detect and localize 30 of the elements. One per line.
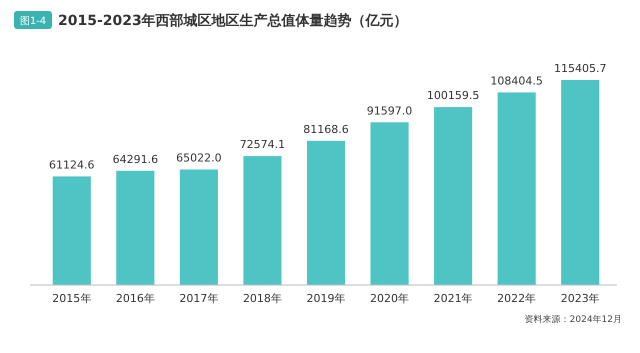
data-label: 64291.6 — [112, 152, 158, 166]
text: 资料来源：2024年12月 — [524, 314, 622, 325]
x-tick-label: 2022年 — [497, 292, 536, 305]
data-label: 108404.5 — [490, 74, 543, 88]
bar — [498, 92, 536, 285]
caption: 图1-4 — [20, 16, 46, 27]
bar — [561, 80, 600, 285]
x-tick-label: 2019年 — [306, 292, 346, 305]
bar — [306, 140, 346, 285]
bar — [52, 176, 91, 285]
data-label: 61124.6 — [49, 158, 95, 172]
x-tick-label: 2017年 — [179, 292, 218, 305]
x-tick-label: 2016年 — [116, 292, 155, 305]
data-label: 91597.0 — [366, 104, 412, 118]
data-label: 81168.6 — [303, 122, 349, 136]
x-tick-label: 2023年 — [560, 292, 600, 305]
data-label: 115405.7 — [554, 62, 606, 75]
data-label: 72574.1 — [240, 138, 286, 152]
chart-title: 2015-2023年西部城区地区生产总值体量趋势（亿元） — [58, 12, 408, 29]
data-label: 100159.5 — [426, 89, 480, 102]
data-label: 65022.0 — [176, 152, 222, 164]
x-tick-label: 2018年 — [242, 292, 282, 305]
bar — [243, 156, 282, 285]
bar — [180, 170, 218, 285]
x-tick-label: 2020年 — [370, 292, 410, 305]
x-tick-label: 2021年 — [434, 292, 473, 305]
x-tick-label: 2015年 — [52, 292, 92, 305]
bar — [434, 107, 472, 285]
bar — [370, 122, 409, 285]
bar — [116, 170, 154, 285]
